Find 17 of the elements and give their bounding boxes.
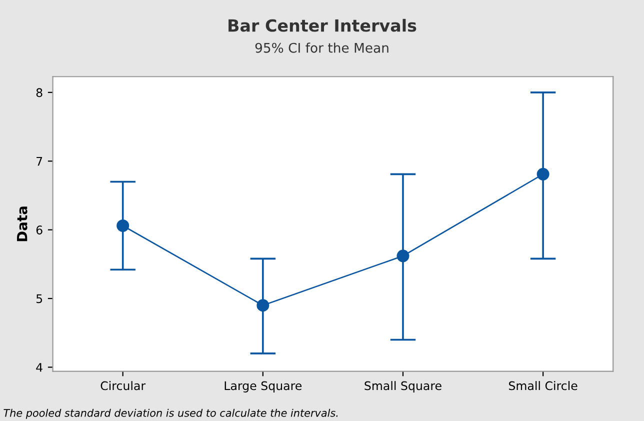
point: [256, 299, 270, 312]
x-tick-label: Circular: [100, 381, 146, 390]
chart-subtitle: 95% CI for the Mean: [255, 42, 388, 53]
point: [396, 250, 410, 262]
y-tick-label: 4: [36, 363, 42, 372]
y-tick-label: 7: [36, 156, 42, 166]
y-axis-title: Data: [17, 206, 28, 242]
x-tick-label: Small Circle: [508, 381, 578, 390]
text: The pooled standard deviation is used to calculate the intervals.: [4, 408, 338, 419]
x-tick-label: Small Square: [364, 381, 442, 392]
point: [116, 219, 130, 232]
y-tick-label: 6: [36, 226, 42, 234]
point: [536, 168, 550, 180]
x-tick-label: Large Square: [224, 381, 302, 392]
chart-title: Bar Center Intervals: [228, 18, 416, 32]
y-tick-label: 5: [36, 294, 42, 304]
y-tick-label: 8: [36, 88, 42, 98]
